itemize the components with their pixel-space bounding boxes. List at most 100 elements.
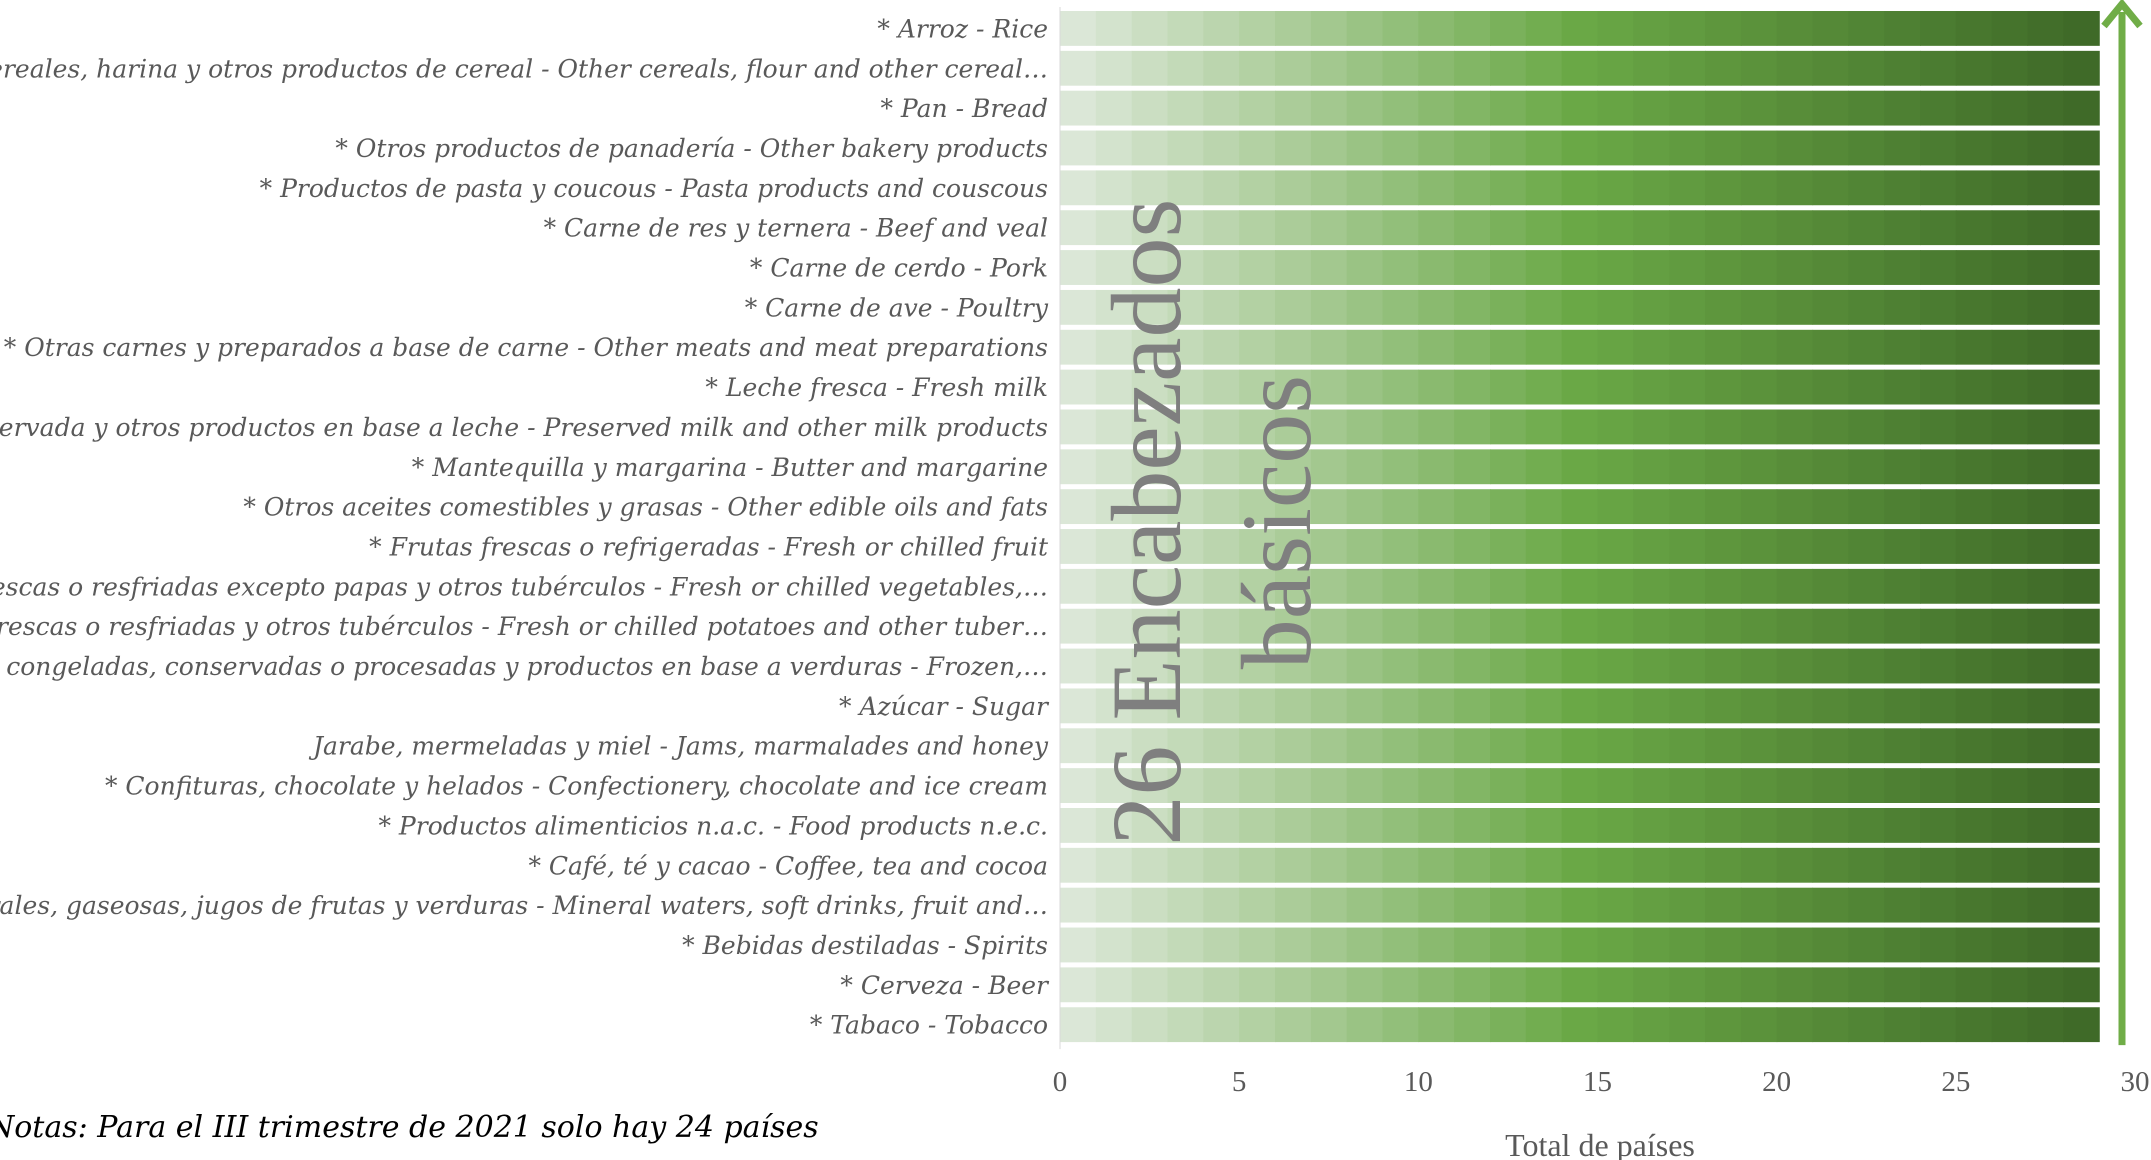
bar-segment (1382, 369, 1419, 405)
bar-row (1060, 250, 2100, 285)
bar-segment (1525, 170, 1563, 206)
bar-segment (1490, 688, 1527, 724)
bar-segment (1095, 608, 1133, 644)
bar-segment (1095, 90, 1133, 126)
bar-segment (2027, 409, 2064, 445)
bar-segment (1633, 329, 1670, 365)
bar-segment (1776, 50, 1814, 86)
bar-segment (1812, 688, 1849, 724)
bar-segment (2027, 529, 2064, 564)
bar-segment (1525, 568, 1563, 604)
bar-segment (1991, 529, 2029, 564)
bar-segment (1884, 568, 1921, 604)
bar-segment (1955, 608, 1993, 644)
bar-segment (1382, 688, 1419, 724)
bar-segment (1418, 130, 1455, 166)
bar-segment (1346, 967, 1384, 1003)
bar-row (1060, 329, 2100, 365)
bar-segment (1239, 11, 1276, 46)
bar-segment (1776, 489, 1814, 525)
bar-segment (1848, 210, 1885, 246)
bar-segment (1060, 329, 1097, 365)
bar-segment (1525, 648, 1563, 684)
bar-segment (1776, 529, 1814, 564)
bar-segment (1275, 768, 1312, 803)
bar-segment (1740, 1007, 1778, 1043)
bar-segment (1239, 409, 1276, 445)
bar-segment (1776, 768, 1814, 803)
bar-segment (1131, 568, 1169, 604)
bar-segment (2063, 250, 2100, 285)
bar-segment (1525, 289, 1563, 325)
bar-segment (1561, 329, 1599, 365)
bar-segment (1848, 90, 1885, 126)
bar-segment (1740, 967, 1778, 1003)
bar-segment (1669, 927, 1706, 963)
bar-segment (1490, 409, 1527, 445)
bar-segment (1705, 329, 1742, 365)
bar-segment (1740, 449, 1778, 485)
bar-segment (1633, 648, 1670, 684)
bar-segment (1167, 768, 1204, 803)
x-axis-ticks: 0 5 10 15 20 25 30 (1053, 7, 2150, 1098)
bar-segment (1955, 369, 1993, 405)
bar-segment (1382, 847, 1419, 883)
bar-segment (1669, 90, 1706, 126)
bar-segment (1955, 529, 1993, 564)
bar-segment (1203, 11, 1240, 46)
bar-segment (2027, 329, 2064, 365)
bar-segment (1525, 529, 1563, 564)
bar-segment (1633, 847, 1670, 883)
bar-segment (1203, 887, 1240, 923)
bar-segment (1597, 250, 1634, 285)
category-label: * Azúcar - Sugar (839, 692, 1050, 721)
bar-segment (1812, 409, 1849, 445)
bar-segment (1920, 808, 1957, 843)
bar-segment (2063, 90, 2100, 126)
category-label: * Bebidas destiladas - Spirits (682, 931, 1048, 960)
bar-segment (1382, 728, 1419, 764)
category-label: * Verduras congeladas, conservadas o pro… (0, 652, 1048, 681)
bar-segment (1597, 847, 1634, 883)
bar-segment (1239, 808, 1276, 843)
bar-segment (1920, 11, 1957, 46)
bar-segment (1131, 130, 1169, 166)
bar-segment (2027, 887, 2064, 923)
bar-segment (1848, 967, 1885, 1003)
bar-segment (1705, 50, 1742, 86)
bar-segment (1633, 688, 1670, 724)
category-label: * Mantequilla y margarina - Butter and m… (412, 453, 1048, 482)
bar-segment (1275, 170, 1312, 206)
bar-segment (1955, 927, 1993, 963)
bar-segment (1310, 768, 1348, 803)
bar-segment (2027, 608, 2064, 644)
bar-segment (2063, 967, 2100, 1003)
bar-segment (1991, 50, 2029, 86)
bar-segment (1991, 927, 2029, 963)
bar-segment (1776, 449, 1814, 485)
bar-segment (1418, 409, 1455, 445)
bar-segment (2063, 11, 2100, 46)
bar-segment (1418, 808, 1455, 843)
bar-segment (1203, 1007, 1240, 1043)
bar-segment (2027, 90, 2064, 126)
bar-segment (1740, 927, 1778, 963)
bar-segment (1490, 250, 1527, 285)
bar-segment (1310, 967, 1348, 1003)
bar-segment (1095, 847, 1133, 883)
bar-segment (1525, 1007, 1563, 1043)
bar-segment (1561, 568, 1599, 604)
bar-segment (1597, 329, 1634, 365)
bar-segment (1095, 489, 1133, 525)
bar-segment (1275, 289, 1312, 325)
bar-segment (1884, 728, 1921, 764)
bar-segment (1275, 210, 1312, 246)
bar-segment (1203, 210, 1240, 246)
bar-segment (1561, 1007, 1599, 1043)
bar-segment (1884, 289, 1921, 325)
bar-segment (1060, 847, 1097, 883)
bar-segment (1812, 289, 1849, 325)
category-label: * Papas frescas o resfriadas y otros tub… (0, 612, 1048, 641)
bar-segment (1669, 608, 1706, 644)
